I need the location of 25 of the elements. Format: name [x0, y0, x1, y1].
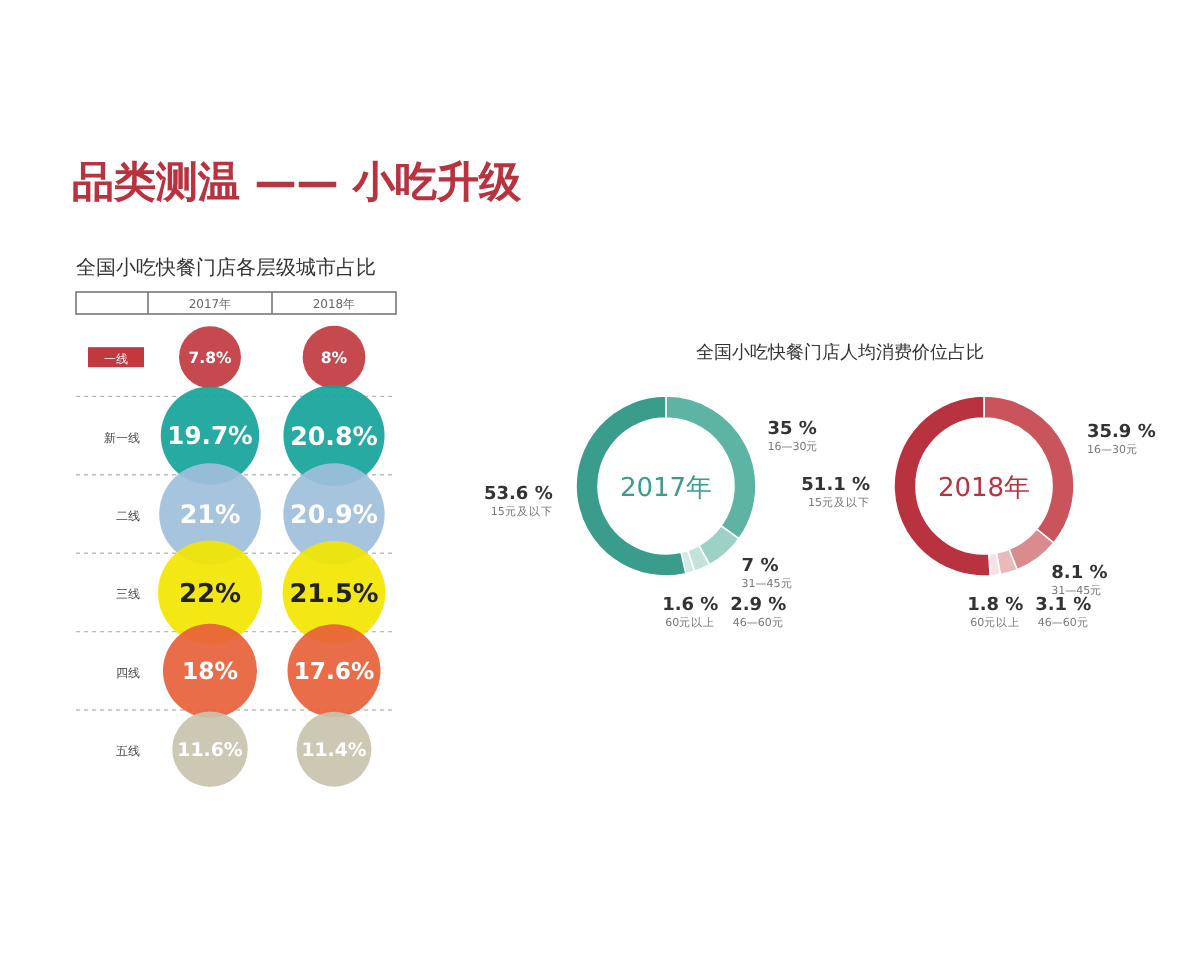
data-label: 2.9 %	[730, 596, 787, 616]
data-label: 20.9%	[290, 499, 379, 530]
data-label: 21%	[179, 499, 241, 530]
data-label: 1.6 %	[662, 596, 719, 616]
data-label: 21.5%	[289, 579, 379, 610]
data-label: 19.7%	[167, 422, 253, 451]
text: 2018年	[937, 474, 1031, 504]
data-label: 35.9 %	[1087, 423, 1156, 444]
data-label: 53.6 %	[483, 484, 553, 505]
text: 2017年	[619, 474, 713, 504]
data-label: 11.4%	[301, 739, 368, 762]
data-label: 22%	[178, 579, 242, 610]
data-label: 51.1 %	[801, 475, 871, 496]
data-label: 35 %	[767, 420, 817, 441]
data-label: 1.8 %	[967, 596, 1024, 616]
data-label: 18%	[181, 657, 239, 686]
data-label: 17.6%	[293, 657, 376, 686]
data-label: 20.8%	[290, 420, 379, 451]
text: 品类测温 —— 小吃升级	[72, 158, 524, 206]
chart-title: 全国小吃快餐门店人均消费价位占比	[696, 342, 984, 364]
text: 全国小吃快餐门店各层级城市占比	[76, 256, 376, 280]
data-label: 8.1 %	[1051, 564, 1108, 585]
data-label: 3.1 %	[1035, 596, 1092, 616]
data-label: 7 %	[741, 557, 779, 578]
data-label: 11.6%	[177, 740, 244, 762]
